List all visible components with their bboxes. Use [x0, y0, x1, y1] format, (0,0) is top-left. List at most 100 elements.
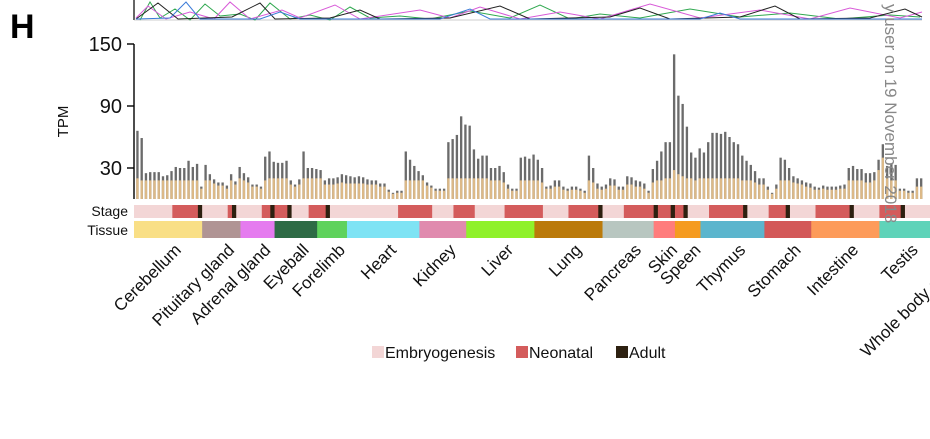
bar-s1-102: [570, 189, 574, 199]
bar-s1-171: [864, 182, 867, 199]
bar-s1-157: [805, 186, 808, 199]
bar-s1-124: [664, 178, 667, 199]
stage-block-29: [683, 205, 689, 218]
stage-block-27: [670, 205, 676, 218]
bars: [136, 54, 923, 200]
bar-s1-112: [613, 185, 616, 199]
bar-s1-1: [140, 180, 143, 199]
bar-s1-136: [715, 178, 718, 199]
bar-s1-148: [766, 189, 770, 199]
bar-s0-125: [668, 142, 672, 199]
bar-s1-6: [161, 180, 165, 199]
bar-s1-137: [719, 178, 723, 199]
bar-s1-162: [826, 189, 829, 199]
stage-row-label: Stage: [91, 203, 128, 219]
stage-block-12: [308, 205, 327, 218]
stage-block-41: [900, 205, 906, 218]
bar-s1-56: [374, 184, 378, 199]
bar-s1-99: [557, 186, 561, 199]
bar-s1-33: [276, 178, 280, 199]
bar-s1-160: [817, 189, 821, 199]
bar-s1-139: [728, 178, 731, 199]
bar-s1-90: [519, 180, 522, 199]
bar-s1-60: [391, 193, 395, 199]
bar-s1-14: [195, 180, 199, 199]
y-axis: 30 90 150: [89, 34, 135, 199]
bar-s0-124: [664, 142, 667, 199]
bar-s1-147: [762, 184, 765, 199]
bar-s0-93: [532, 154, 535, 199]
bar-s1-159: [813, 189, 816, 199]
bar-s1-122: [655, 180, 659, 199]
bar-s1-87: [506, 188, 510, 199]
bar-s1-127: [677, 174, 680, 199]
stage-block-31: [709, 205, 744, 218]
bar-s1-59: [387, 191, 390, 199]
stage-block-6: [236, 205, 263, 218]
legend-swatch-1: [516, 346, 528, 358]
bar-s1-54: [366, 184, 369, 199]
bar-s1-170: [860, 180, 863, 199]
bar-s1-73: [447, 178, 450, 199]
bar-s1-63: [404, 180, 407, 199]
stage-block-0: [134, 205, 173, 218]
bar-s1-29: [259, 188, 263, 199]
bar-s1-173: [873, 180, 876, 199]
bar-s1-141: [736, 178, 740, 199]
bar-s1-138: [724, 178, 727, 199]
bar-s1-181: [907, 192, 910, 199]
tissue-block-10: [653, 221, 676, 238]
stage-block-5: [231, 205, 237, 218]
tissue-block-0: [134, 221, 203, 238]
tissue-label-6: Kidney: [409, 240, 460, 291]
bar-s1-45: [327, 184, 331, 199]
bar-s1-81: [481, 178, 484, 199]
bar-s1-9: [174, 180, 177, 199]
bar-s1-128: [681, 176, 684, 199]
bar-s0-136: [715, 132, 718, 199]
bar-s1-22: [229, 180, 233, 199]
bar-s1-93: [532, 180, 535, 199]
tissue-label-13: Stomach: [744, 240, 805, 301]
bar-s1-175: [881, 157, 885, 199]
bar-s1-16: [204, 180, 207, 199]
bar-s1-123: [660, 180, 663, 199]
bar-s1-88: [511, 190, 514, 199]
bar-s1-120: [647, 192, 650, 199]
bar-s0-130: [689, 152, 693, 199]
bar-s1-74: [451, 178, 454, 199]
bar-s1-142: [741, 180, 744, 199]
bar-s0-91: [523, 156, 527, 199]
bar-s0-73: [447, 142, 450, 199]
bar-s1-84: [494, 180, 497, 199]
stage-block-23: [602, 205, 625, 218]
bar-s1-182: [911, 192, 914, 199]
bar-s0-126: [672, 54, 676, 200]
stage-block-20: [542, 205, 569, 218]
stage-block-36: [789, 205, 816, 218]
bar-s1-15: [200, 188, 203, 199]
bar-s1-51: [353, 183, 356, 199]
stage-block-14: [329, 205, 399, 218]
stage-block-3: [202, 205, 229, 218]
bar-s1-149: [770, 193, 774, 199]
stage-block-26: [657, 205, 672, 218]
stage-block-32: [743, 205, 748, 218]
stage-block-33: [747, 205, 770, 218]
bar-s1-153: [787, 180, 791, 199]
bar-s0-122: [655, 160, 659, 199]
bar-s0-132: [698, 148, 701, 199]
bar-s0-30: [264, 156, 267, 199]
stage-block-22: [598, 205, 603, 218]
stage-block-38: [849, 205, 855, 218]
bar-s1-32: [272, 178, 275, 199]
bar-s0-128: [681, 103, 684, 199]
bar-s1-0: [136, 178, 139, 199]
bar-s1-114: [621, 189, 625, 199]
stage-block-21: [568, 205, 599, 218]
bar-s1-92: [528, 180, 531, 199]
bar-s1-135: [711, 178, 714, 199]
stage-block-7: [261, 205, 271, 218]
bar-s0-106: [587, 155, 591, 199]
bar-s1-57: [379, 186, 382, 199]
